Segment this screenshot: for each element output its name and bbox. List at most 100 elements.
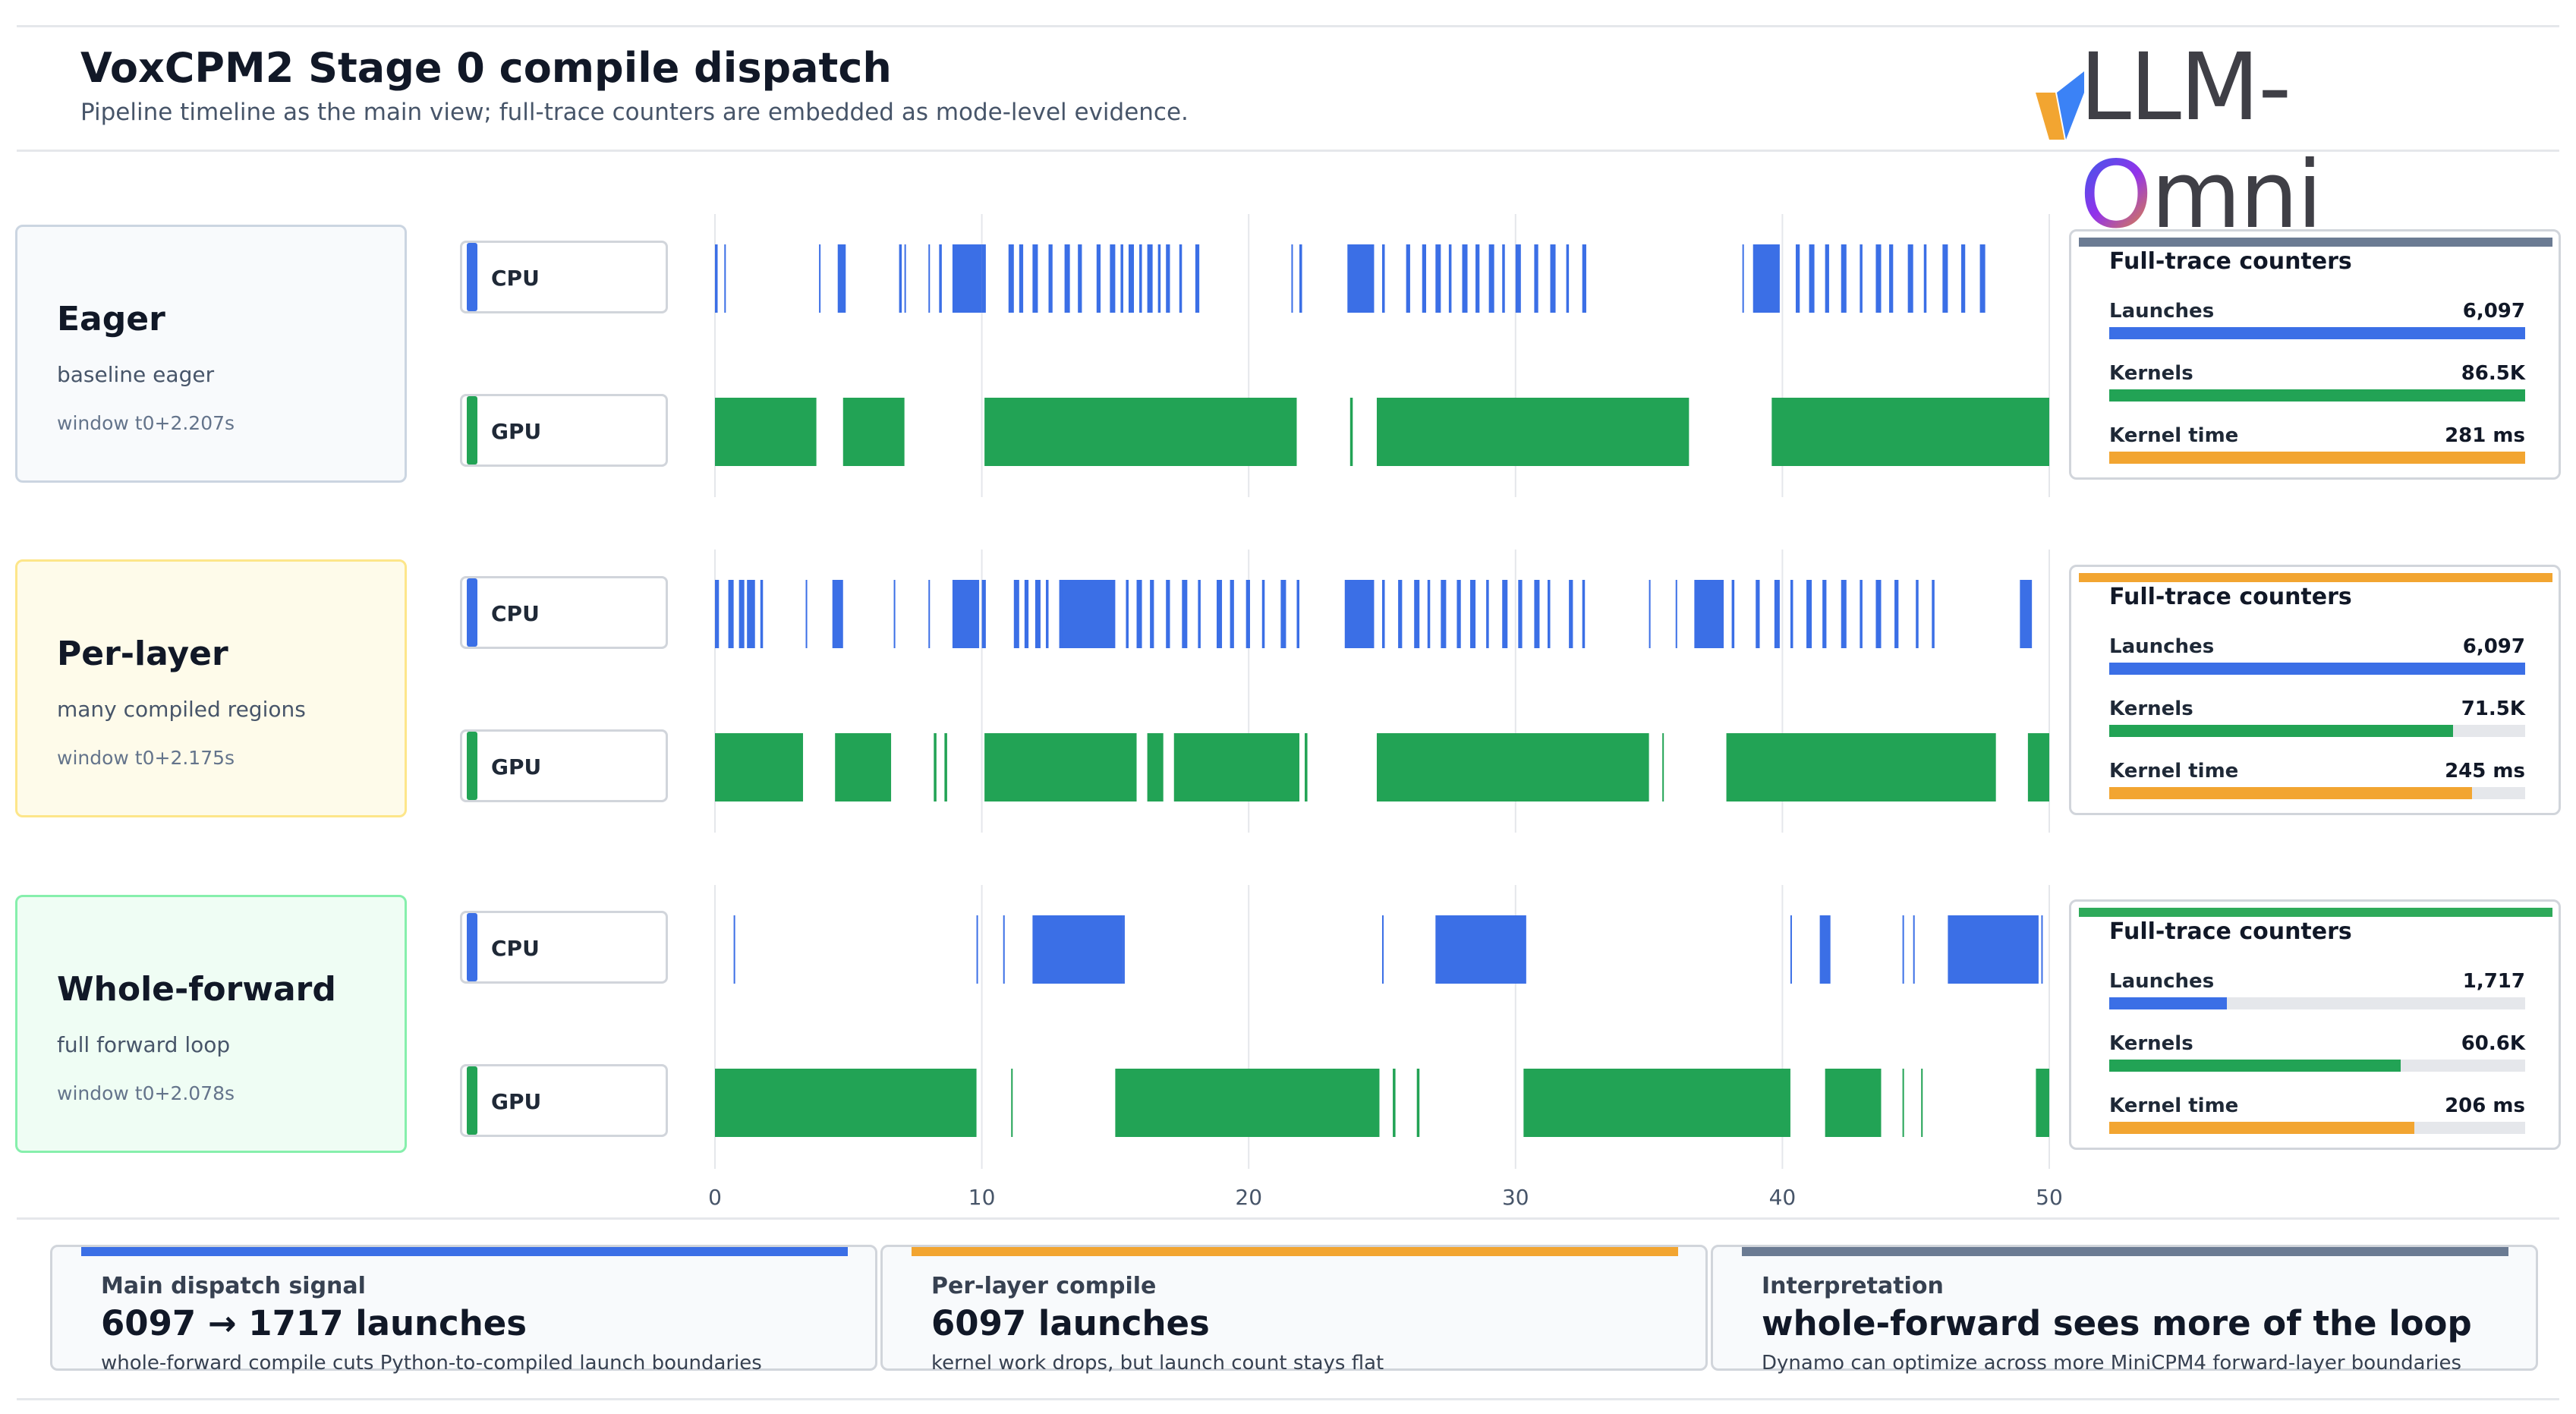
cpu-segment [1382, 915, 1384, 984]
cpu-segment [1414, 580, 1420, 648]
cpu-segment [1198, 580, 1201, 648]
cpu-segment [1790, 580, 1793, 648]
gpu-segment [1825, 1069, 1882, 1137]
counter-track [2109, 452, 2525, 464]
cpu-segment [1547, 580, 1551, 648]
counter-value: 206 ms [2445, 1094, 2525, 1117]
gpu-segment [1349, 398, 1353, 466]
mode-window: window t0+2.207s [57, 412, 235, 434]
counter-fill [2109, 452, 2525, 464]
cpu-segment [819, 244, 821, 313]
cpu-segment [1034, 580, 1041, 648]
summary-note: Dynamo can optimize across more MiniCPM4… [1762, 1352, 2462, 1375]
x-tick-label: 50 [2036, 1185, 2063, 1210]
summary-card-interpretation: Interpretation whole-forward sees more o… [1711, 1245, 2538, 1375]
cpu-segment [928, 580, 931, 648]
gpu-segment [984, 398, 1297, 466]
cpu-segment [747, 580, 755, 648]
lane-label-cpu: CPU [460, 241, 668, 313]
cpu-segment [981, 244, 986, 313]
cpu-segment [1907, 244, 1913, 313]
gpu-segment [835, 733, 892, 801]
gpu-segment [1173, 733, 1300, 801]
section-rule [17, 1217, 2559, 1220]
cpu-segment [1422, 244, 1427, 313]
cpu-segment [1441, 580, 1447, 648]
cpu-segment [1110, 244, 1116, 313]
cpu-segment [976, 915, 978, 984]
counter-launches: Launches 6,097 [2109, 635, 2525, 688]
cpu-segment [928, 244, 931, 313]
cpu-segment [1515, 244, 1521, 313]
counter-accent [2079, 908, 2552, 917]
cpu-segment [1398, 580, 1403, 648]
counter-kernels: Kernels 71.5K [2109, 698, 2525, 751]
cpu-segment [904, 244, 906, 313]
cpu-segment [1427, 580, 1431, 648]
counter-launches: Launches 1,717 [2109, 970, 2525, 1023]
counter-kernels: Kernels 86.5K [2109, 362, 2525, 415]
cpu-segment [1470, 580, 1476, 648]
lane-label-gpu: GPU [460, 729, 668, 802]
cpu-segment [1795, 244, 1800, 313]
counter-title: Full-trace counters [2109, 584, 2352, 610]
cpu-segment [1582, 580, 1586, 648]
cpu-segment [952, 244, 982, 313]
mode-card-eager: Eager baseline eager window t0+2.207s [15, 225, 407, 483]
cpu-segment [1822, 580, 1827, 648]
gpu-segment [944, 733, 947, 801]
counter-track [2109, 663, 2525, 675]
cpu-segment [1064, 244, 1070, 313]
cpu-segment [1742, 244, 1744, 313]
cpu-segment [1960, 244, 1966, 313]
gpu-segment [2027, 733, 2049, 801]
lane-accent [467, 243, 477, 311]
cpu-segment [1182, 580, 1188, 648]
cpu-segment [1913, 915, 1915, 984]
gpu-segment [1662, 733, 1664, 801]
cpu-segment [1166, 244, 1170, 313]
lane-accent [467, 1066, 477, 1135]
gpu-segment [1376, 398, 1690, 466]
cpu-segment [1032, 915, 1123, 984]
cpu-segment [1806, 580, 1812, 648]
cpu-segment [1649, 580, 1651, 648]
cpu-segment [1979, 244, 1986, 313]
cpu-segment [1096, 244, 1101, 313]
mode-name: Whole-forward [57, 970, 336, 1009]
cpu-segment [1032, 244, 1038, 313]
cpu-segment [2020, 580, 2033, 648]
cpu-segment [1382, 244, 1385, 313]
mode-name: Per-layer [57, 635, 228, 673]
cpu-segment [1008, 244, 1014, 313]
lane-label-cpu: CPU [460, 576, 668, 649]
cpu-segment [1819, 915, 1831, 984]
cpu-segment [715, 580, 720, 648]
counter-label: Kernels [2109, 1032, 2193, 1055]
counter-card-eager: Full-trace counters Launches 6,097 Kerne… [2069, 229, 2561, 480]
counter-label: Kernels [2109, 362, 2193, 385]
cpu-segment [1752, 244, 1780, 313]
cpu-segment [1731, 580, 1735, 648]
mode-desc: baseline eager [57, 362, 215, 387]
cpu-segment [1150, 580, 1154, 648]
counter-card-whole-forward: Full-trace counters Launches 1,717 Kerne… [2069, 899, 2561, 1150]
cpu-segment [1675, 580, 1677, 648]
gpu-segment [1393, 1069, 1396, 1137]
cpu-segment [1179, 244, 1183, 313]
cpu-segment [1435, 244, 1441, 313]
cpu-segment [1166, 580, 1170, 648]
lane-label-cpu: CPU [460, 911, 668, 984]
lane-text: GPU [491, 754, 542, 779]
cpu-segment [1280, 580, 1286, 648]
cpu-segment [2041, 915, 2043, 984]
cpu-segment [893, 580, 896, 648]
cpu-segment [1932, 580, 1935, 648]
cpu-segment [1889, 244, 1894, 313]
counter-label: Kernels [2109, 698, 2193, 720]
counter-value: 60.6K [2461, 1032, 2525, 1055]
counter-value: 86.5K [2461, 362, 2525, 385]
cpu-segment [899, 244, 902, 313]
lane-accent [467, 913, 477, 981]
